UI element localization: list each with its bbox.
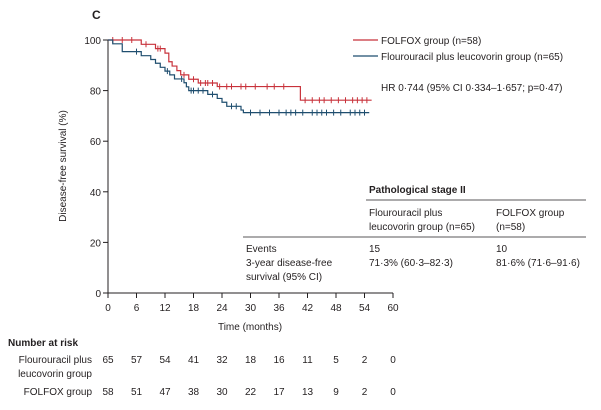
series-group <box>108 37 372 116</box>
x-tick-label: 54 <box>359 303 371 314</box>
x-tick-label: 24 <box>216 303 228 314</box>
legend: FOLFOX group (n=58) Flourouracil plus le… <box>353 36 563 63</box>
number-at-risk-table: Number at risk Flourouracil plus leucovo… <box>8 338 396 398</box>
risk-value: 51 <box>131 387 143 398</box>
risk-value: 41 <box>188 355 200 366</box>
y-tick-label: 40 <box>90 188 102 199</box>
inset-col1-header-line2: leucovorin group (n=65) <box>369 222 475 233</box>
risk-value: 0 <box>390 387 396 398</box>
risk-value: 54 <box>159 355 171 366</box>
x-tick-label: 60 <box>387 303 399 314</box>
risk-value: 47 <box>159 387 171 398</box>
y-tick-label: 60 <box>90 137 102 148</box>
inset-col1-header-line1: Flourouracil plus <box>369 208 442 219</box>
risk-value: 18 <box>245 355 257 366</box>
y-axis-label: Disease-free survival (%) <box>58 110 69 222</box>
risk-value: 9 <box>333 387 339 398</box>
risk-value: 11 <box>302 355 313 366</box>
risk-value: 30 <box>216 387 228 398</box>
legend-label-folfox: FOLFOX group (n=58) <box>381 36 481 47</box>
x-tick-label: 36 <box>273 303 285 314</box>
x-tick-label: 18 <box>188 303 200 314</box>
risk-value: 22 <box>245 387 257 398</box>
risk-value: 0 <box>390 355 396 366</box>
risk-value: 65 <box>102 355 114 366</box>
hazard-ratio-annotation: HR 0·744 (95% CI 0·334–1·657; p=0·47) <box>381 83 563 94</box>
risk-table-title: Number at risk <box>8 338 78 349</box>
risk-value: 17 <box>273 387 285 398</box>
x-axis: 0 6 12 18 24 30 36 42 48 54 60 <box>105 292 399 314</box>
risk-row-label: leucovorin group <box>18 369 92 380</box>
risk-value: 13 <box>302 387 314 398</box>
risk-value: 5 <box>333 355 339 366</box>
inset-row-label: 3-year disease-free <box>246 258 333 269</box>
panel-label: C <box>92 8 101 22</box>
inset-table-title: Pathological stage II <box>369 185 466 196</box>
inset-row-label: survival (95% CI) <box>246 272 322 283</box>
risk-value: 57 <box>131 355 143 366</box>
x-axis-label: Time (months) <box>218 322 282 333</box>
inset-table: Pathological stage II Flourouracil plus … <box>243 185 586 283</box>
x-tick-label: 12 <box>159 303 171 314</box>
risk-value: 58 <box>102 387 114 398</box>
risk-value: 16 <box>273 355 285 366</box>
folfox-survival-curve <box>108 39 372 101</box>
x-tick-label: 0 <box>105 303 111 314</box>
y-tick-label: 100 <box>84 36 101 47</box>
legend-label-fu: Flourouracil plus leucovorin group (n=65… <box>381 52 563 63</box>
risk-row-label: FOLFOX group <box>24 387 93 398</box>
fu-survival-curve <box>108 39 370 114</box>
risk-value: 32 <box>216 355 228 366</box>
risk-value: 2 <box>362 355 368 366</box>
y-tick-label: 0 <box>95 289 101 300</box>
inset-cell-dfs-fu: 71·3% (60·3–82·3) <box>369 258 453 269</box>
y-tick-label: 80 <box>90 87 102 98</box>
risk-value: 2 <box>362 387 368 398</box>
risk-value: 38 <box>188 387 200 398</box>
inset-row-label: Events <box>246 244 277 255</box>
x-tick-label: 42 <box>302 303 314 314</box>
x-tick-label: 6 <box>134 303 140 314</box>
risk-row-label: Flourouracil plus <box>19 355 92 366</box>
x-tick-label: 30 <box>245 303 257 314</box>
inset-cell-events-folfox: 10 <box>496 244 508 255</box>
y-tick-label: 20 <box>90 238 102 249</box>
inset-cell-dfs-folfox: 81·6% (71·6–91·6) <box>496 258 580 269</box>
y-axis: 0 20 40 60 80 100 <box>84 36 109 300</box>
inset-col2-header-line1: FOLFOX group <box>496 208 565 219</box>
x-tick-label: 48 <box>330 303 342 314</box>
inset-col2-header-line2: (n=58) <box>496 222 525 233</box>
inset-cell-events-fu: 15 <box>369 244 381 255</box>
